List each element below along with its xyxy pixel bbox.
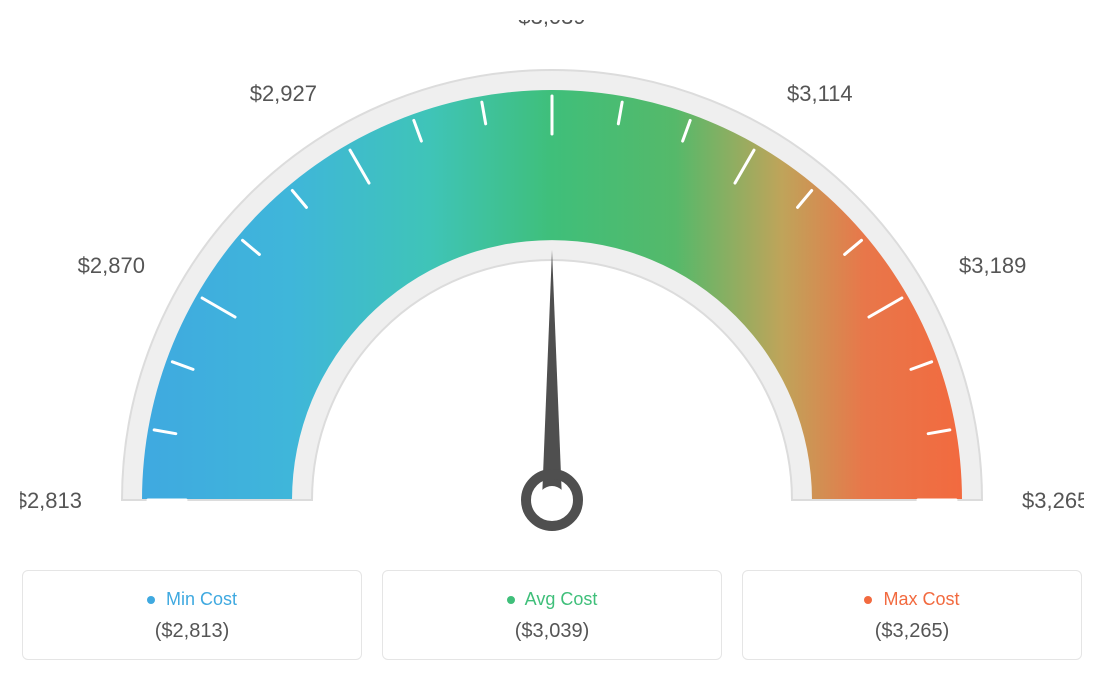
gauge-svg: $2,813 $2,870 $2,927 $3,039 $3,114 $3,189 $3,2… — [20, 20, 1084, 560]
legend-card-max: Max Cost ($3,265) — [742, 570, 1082, 660]
legend-text-avg: Avg Cost — [525, 589, 598, 609]
cost-gauge-chart: $2,813 $2,870 $2,927 $3,039 $3,114 $3,189 $3,2… — [20, 20, 1084, 660]
gauge-tick-label: $3,265 — [1022, 488, 1084, 513]
gauge-tick-label: $2,813 — [20, 488, 82, 513]
gauge-tick-label: $2,927 — [250, 81, 317, 106]
gauge-svg-container: $2,813 $2,870 $2,927 $3,039 $3,114 $3,189 $3,2… — [20, 20, 1084, 560]
gauge-tick-label: $3,039 — [518, 20, 585, 29]
legend-text-min: Min Cost — [166, 589, 237, 609]
legend-label-min: Min Cost — [33, 589, 351, 610]
legend-text-max: Max Cost — [883, 589, 959, 609]
legend-value-max: ($3,265) — [753, 620, 1071, 643]
legend-label-max: Max Cost — [753, 589, 1071, 610]
legend-card-min: Min Cost ($2,813) — [22, 570, 362, 660]
gauge-tick-label: $3,189 — [959, 253, 1026, 278]
gauge-tick-label: $3,114 — [787, 81, 853, 106]
legend-card-avg: Avg Cost ($3,039) — [382, 570, 722, 660]
dot-icon — [507, 596, 515, 604]
legend-value-avg: ($3,039) — [393, 620, 711, 643]
dot-icon — [147, 596, 155, 604]
dot-icon — [864, 596, 872, 604]
legend-value-min: ($2,813) — [33, 620, 351, 643]
legend-row: Min Cost ($2,813) Avg Cost ($3,039) Max … — [20, 570, 1084, 660]
gauge-tick-label: $2,870 — [78, 253, 145, 278]
legend-label-avg: Avg Cost — [393, 589, 711, 610]
